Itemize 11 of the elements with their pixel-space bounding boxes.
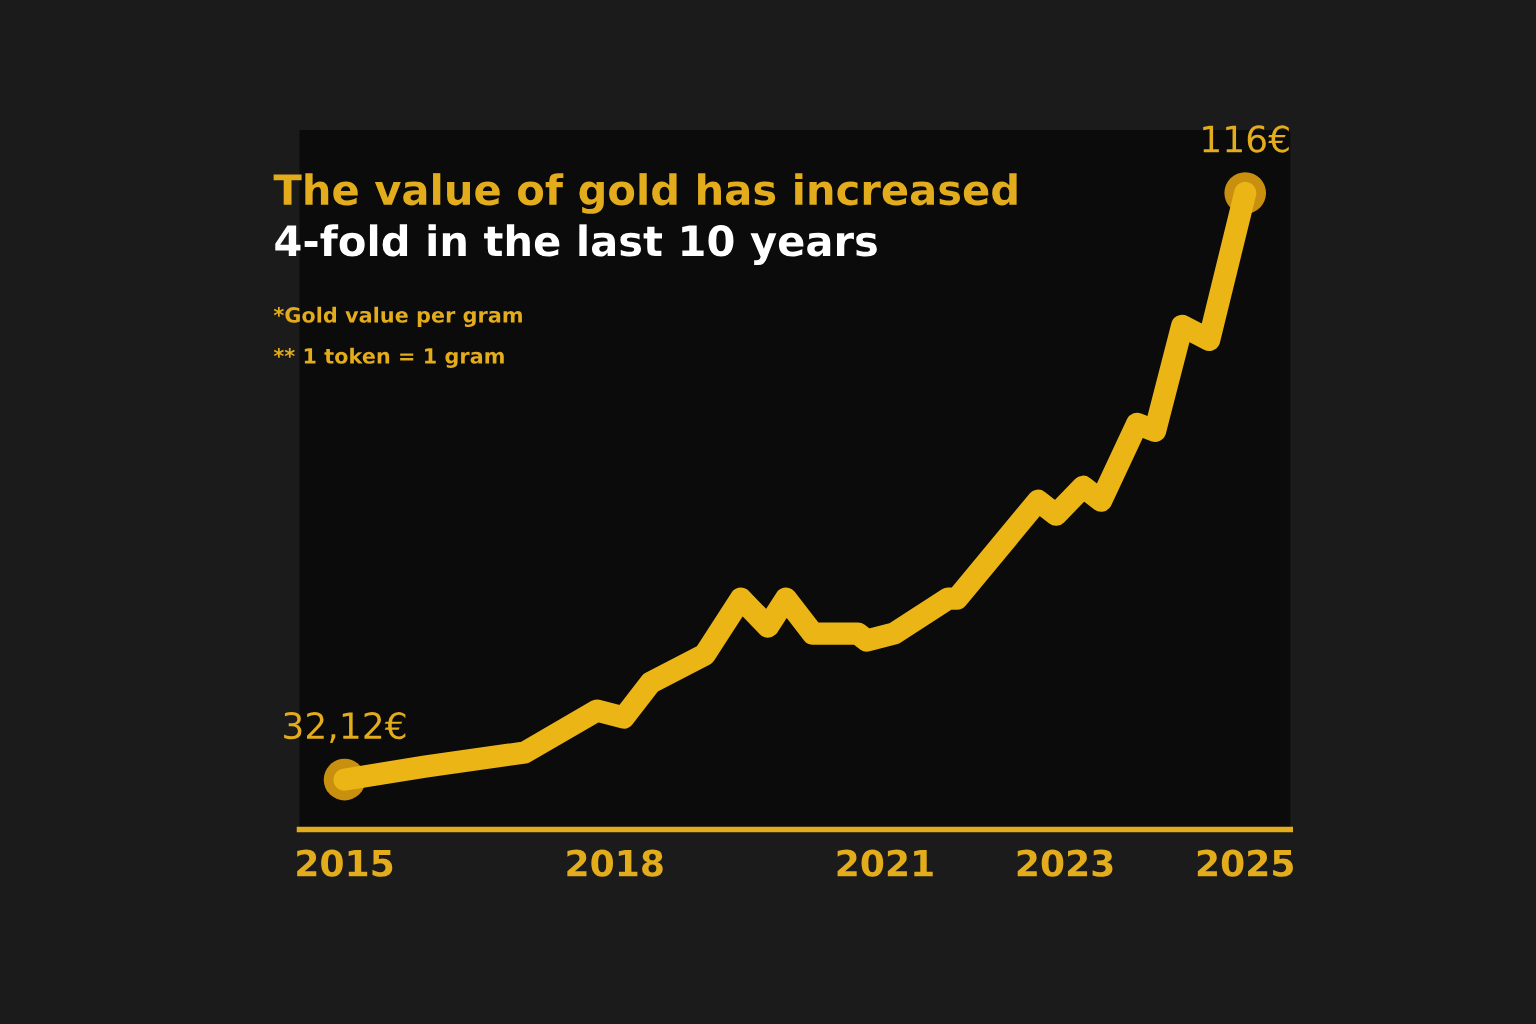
text: The value of gold has increased	[273, 173, 1017, 214]
x-tick-label: 2021	[837, 849, 933, 877]
x-tick-label: 2025	[1197, 849, 1293, 877]
x-tick-label: 2018	[567, 849, 663, 877]
text: 4-fold in the last 10 years	[275, 224, 877, 265]
annotation: *Gold value per gram	[273, 306, 522, 328]
x-tick-label: 2023	[1017, 849, 1113, 877]
annotation: ** 1 token = 1 gram	[273, 347, 504, 369]
data-label: 32,12€	[284, 712, 406, 743]
x-tick-label: 2015	[297, 849, 393, 877]
data-label: 116€	[1203, 125, 1289, 153]
